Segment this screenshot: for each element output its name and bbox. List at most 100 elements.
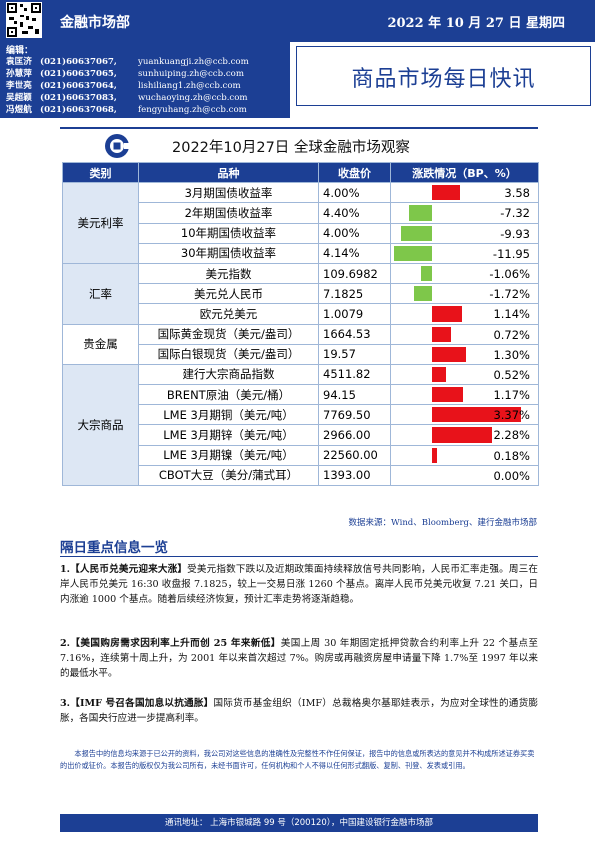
editors-panel: 编辑： 袁匡济 (021)60637067, yuankuangji.zh@ccb.… xyxy=(0,42,290,118)
change-bar xyxy=(432,387,463,403)
news-number: 2. xyxy=(60,638,71,649)
editor-name: 袁匡济 xyxy=(6,57,32,67)
table-row: CBOT大豆（美分/蒲式耳） 1393.00 0.00% xyxy=(63,464,539,487)
close-cell: 19.57 xyxy=(318,343,391,365)
change-bar xyxy=(432,185,461,201)
table-row: LME 3月期锌（美元/吨） 2966.00 2.28% xyxy=(63,424,539,446)
change-value: -1.06% xyxy=(489,266,530,281)
change-bar xyxy=(420,265,432,282)
table-row: 汇率 美元指数 109.6982 -1.06% xyxy=(62,262,539,325)
table-row: 美元兑人民币 7.1825 -1.72% xyxy=(63,283,539,305)
change-value: 0.72% xyxy=(493,327,530,342)
news-title: 【IMF 号召各国加息以抗通胀】 xyxy=(70,698,214,709)
table-row: 国际白银现货（美元/盎司） 19.57 1.30% xyxy=(63,343,539,365)
close-cell: 4.00% xyxy=(318,182,391,204)
news-heading: 隔日重点信息一览 xyxy=(60,540,168,556)
change-bar xyxy=(432,407,521,423)
news-body: 受美元指数下跌以及近期政策面持续释放信号共同影响，人民币汇率走强。周三在岸人民币… xyxy=(60,564,539,605)
disclaimer: 本报告中的信息均来源于已公开的资料，我公司对这些信息的准确性及完整性不作任何保证… xyxy=(60,749,535,770)
category-cell: 大宗商品 xyxy=(62,363,139,487)
change-cell: 2.28% xyxy=(390,424,539,446)
editor-phone: (021)60637067, xyxy=(40,57,117,67)
news-item: 2.【美国购房需求因利率上升而创 25 年来新低】美国上周 30 年期固定抵押贷… xyxy=(60,636,538,681)
news-title: 【美国购房需求因利率上升而创 25 年来新低】 xyxy=(70,638,281,649)
editor-email[interactable]: yuankuangji.zh@ccb.com xyxy=(138,57,249,67)
product-cell: 2年期国债收益率 xyxy=(138,202,319,224)
news-body: 美国上周 30 年期固定抵押贷款合约利率上升 22 个基点至 7.16%，连续第… xyxy=(60,638,538,679)
change-cell: 3.58 xyxy=(390,182,539,204)
product-cell: 国际白银现货（美元/盎司） xyxy=(138,343,319,365)
category-cell: 汇率 xyxy=(62,262,139,325)
change-value: 2.28% xyxy=(493,428,530,443)
change-value: 0.52% xyxy=(493,367,530,382)
editor-name: 李世亮 xyxy=(6,81,32,91)
editor-phone: (021)60637064, xyxy=(40,81,117,91)
close-cell: 1.0079 xyxy=(318,303,391,325)
change-value: 3.37% xyxy=(493,408,530,423)
product-cell: 国际黄金现货（美元/盎司） xyxy=(138,323,319,345)
editor-email[interactable]: wuchaoying.zh@ccb.com xyxy=(138,93,248,103)
change-cell: 1.17% xyxy=(390,384,539,406)
divider xyxy=(60,127,538,129)
data-source: 数据来源：Wind、Bloomberg、建行金融市场部 xyxy=(348,518,537,528)
news-number: 3. xyxy=(60,698,71,709)
editor-email[interactable]: fengyuhang.zh@ccb.com xyxy=(138,105,247,115)
change-value: 1.14% xyxy=(493,307,530,322)
report-title: 商品市场每日快讯 xyxy=(351,67,536,92)
close-cell: 1664.53 xyxy=(318,323,391,345)
change-bar xyxy=(432,447,437,463)
change-value: -9.93 xyxy=(500,226,530,241)
news-body: 国际货币基金组织（IMF）总裁格奥尔基耶娃表示，为应对全球性的通货膨胀，各国央行… xyxy=(60,698,538,724)
product-cell: 30年期国债收益率 xyxy=(138,242,319,264)
category-cell: 贵金属 xyxy=(62,323,139,365)
product-cell: 美元指数 xyxy=(138,262,319,285)
close-cell: 94.15 xyxy=(318,384,391,406)
header-product: 品种 xyxy=(138,161,319,184)
category-cell: 美元利率 xyxy=(62,182,139,264)
change-cell: -11.95 xyxy=(390,242,539,264)
change-bar xyxy=(432,427,493,443)
product-cell: LME 3月期锌（美元/吨） xyxy=(138,424,319,446)
change-value: 1.30% xyxy=(493,347,530,362)
change-value: -7.32 xyxy=(500,206,530,221)
editor-phone: (021)60637068, xyxy=(40,105,117,115)
header-change: 涨跌情况（BP、%） xyxy=(390,161,539,184)
editor-row: 李世亮 (021)60637064, lishiliang1.zh@ccb.com xyxy=(6,79,241,91)
table-header-row: 类别 品种 收盘价 涨跌情况（BP、%） xyxy=(62,161,539,184)
change-value: -1.72% xyxy=(489,287,530,302)
close-cell: 4511.82 xyxy=(318,363,391,386)
change-cell: -7.32 xyxy=(390,202,539,224)
table-row: LME 3月期铜（美元/吨） 7769.50 3.37% xyxy=(63,404,539,426)
product-cell: 美元兑人民币 xyxy=(138,283,319,305)
table-row: 贵金属 国际黄金现货（美元/盎司） 1664.53 0.72% xyxy=(62,323,539,365)
close-cell: 7769.50 xyxy=(318,404,391,426)
qr-code-icon xyxy=(6,2,42,38)
product-cell: LME 3月期镍（美元/吨） xyxy=(138,444,319,466)
table-row: 欧元兑美元 1.0079 1.14% xyxy=(63,303,539,325)
editor-row: 冯煜航 (021)60637068, fengyuhang.zh@ccb.com xyxy=(6,103,247,115)
table-row: 10年期国债收益率 4.00% -9.93 xyxy=(63,222,539,244)
editor-email[interactable]: sunhuiping.zh@ccb.com xyxy=(138,69,244,79)
product-cell: LME 3月期铜（美元/吨） xyxy=(138,404,319,426)
header-close: 收盘价 xyxy=(318,161,391,184)
section-title: 2022年10月27日 全球金融市场观察 xyxy=(172,140,410,156)
news-title: 【人民币兑美元迎来大涨】 xyxy=(70,564,188,575)
product-cell: CBOT大豆（美分/蒲式耳） xyxy=(138,464,319,487)
close-cell: 22560.00 xyxy=(318,444,391,466)
news-item: 1.【人民币兑美元迎来大涨】受美元指数下跌以及近期政策面持续释放信号共同影响，人… xyxy=(60,562,538,607)
change-bar xyxy=(432,366,446,383)
close-cell: 4.40% xyxy=(318,202,391,224)
market-table: 类别 品种 收盘价 涨跌情况（BP、%） 美元利率 3月期国债收益率 4.00% 3.… xyxy=(62,161,539,487)
change-bar xyxy=(432,306,463,322)
close-cell: 2966.00 xyxy=(318,424,391,446)
change-bar xyxy=(394,245,432,261)
editors-label: 编辑： xyxy=(6,46,34,56)
change-cell: 0.00% xyxy=(390,464,539,487)
change-value: 3.58 xyxy=(504,186,530,201)
change-cell: 1.14% xyxy=(390,303,539,325)
change-value: 0.18% xyxy=(493,448,530,463)
editor-email[interactable]: lishiliang1.zh@ccb.com xyxy=(138,81,241,91)
change-cell: 0.18% xyxy=(390,444,539,466)
product-cell: 10年期国债收益率 xyxy=(138,222,319,244)
close-cell: 4.14% xyxy=(318,242,391,264)
